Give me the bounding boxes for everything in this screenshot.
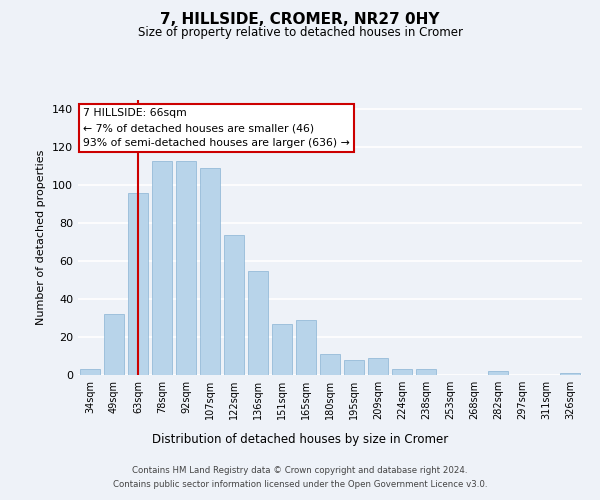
Bar — [560, 373, 580, 375]
Text: Size of property relative to detached houses in Cromer: Size of property relative to detached ho… — [137, 26, 463, 39]
Text: Contains public sector information licensed under the Open Government Licence v3: Contains public sector information licen… — [113, 480, 487, 489]
Bar — [176, 160, 196, 375]
Bar — [488, 371, 508, 375]
Bar — [104, 314, 124, 375]
Text: Contains HM Land Registry data © Crown copyright and database right 2024.: Contains HM Land Registry data © Crown c… — [132, 466, 468, 475]
Bar — [128, 193, 148, 375]
Bar — [416, 370, 436, 375]
Y-axis label: Number of detached properties: Number of detached properties — [37, 150, 46, 325]
Bar — [320, 354, 340, 375]
Bar — [392, 370, 412, 375]
Bar — [200, 168, 220, 375]
Bar — [248, 270, 268, 375]
Text: 7 HILLSIDE: 66sqm
← 7% of detached houses are smaller (46)
93% of semi-detached : 7 HILLSIDE: 66sqm ← 7% of detached house… — [83, 108, 350, 148]
Text: Distribution of detached houses by size in Cromer: Distribution of detached houses by size … — [152, 432, 448, 446]
Bar — [224, 234, 244, 375]
Bar — [344, 360, 364, 375]
Bar — [152, 160, 172, 375]
Bar — [296, 320, 316, 375]
Bar — [80, 370, 100, 375]
Bar — [272, 324, 292, 375]
Text: 7, HILLSIDE, CROMER, NR27 0HY: 7, HILLSIDE, CROMER, NR27 0HY — [160, 12, 440, 28]
Bar — [368, 358, 388, 375]
